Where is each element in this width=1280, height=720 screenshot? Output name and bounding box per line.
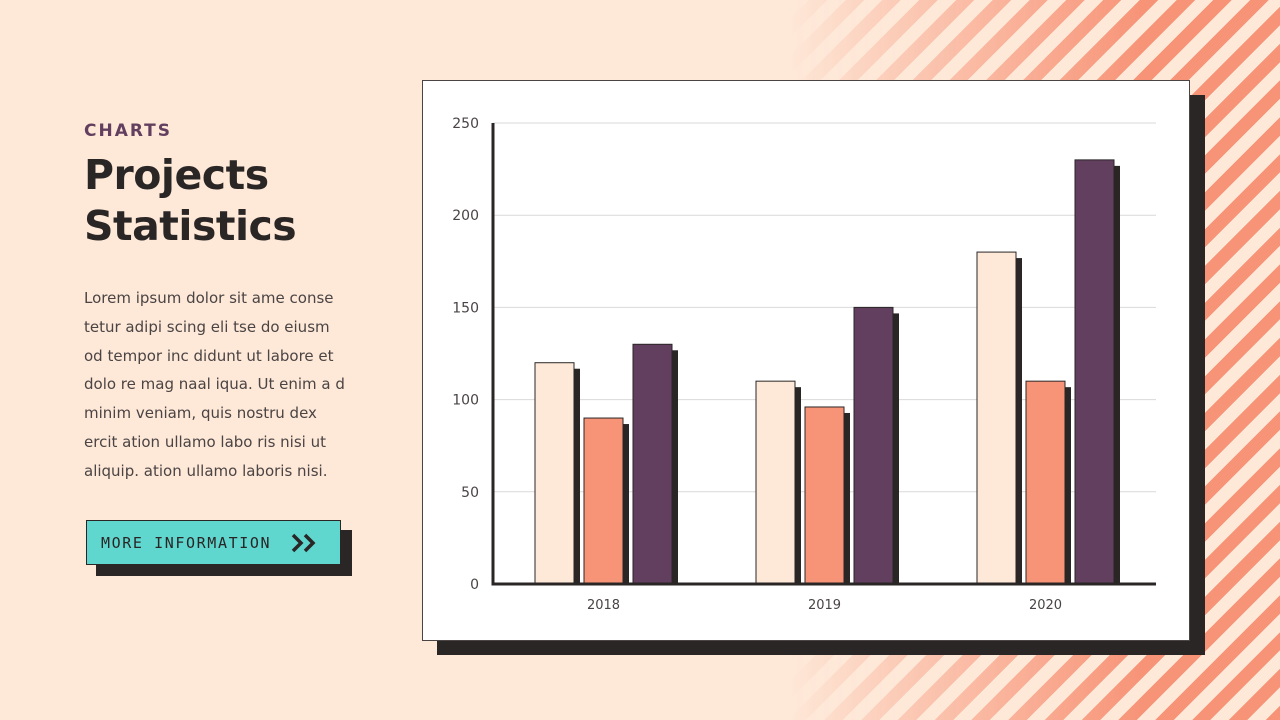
bar-chart: 0 50 100 150 200 250 2018 2019 2020 <box>452 116 1156 613</box>
bar <box>804 406 845 585</box>
bar <box>534 362 575 585</box>
x-tick-label: 2020 <box>1029 598 1062 613</box>
bar <box>632 343 673 585</box>
bar <box>755 380 796 585</box>
y-tick-label: 200 <box>452 208 479 224</box>
page-title-line-2: Statistics <box>84 202 297 250</box>
y-tick-label: 50 <box>461 485 479 501</box>
y-tick-label: 150 <box>452 300 479 316</box>
bar <box>1025 380 1066 585</box>
y-tick-label: 0 <box>470 577 479 593</box>
double-chevron-right-icon <box>291 533 317 557</box>
page-title: Projects Statistics <box>84 150 384 252</box>
bar <box>976 251 1017 585</box>
description-paragraph: Lorem ipsum dolor sit ame conse tetur ad… <box>84 289 345 480</box>
y-tick-label: 250 <box>452 116 479 132</box>
section-eyebrow: CHARTS <box>84 121 173 141</box>
chart-panel: 0 50 100 150 200 250 2018 2019 2020 <box>422 80 1190 641</box>
more-information-button-label: MORE INFORMATION <box>101 534 272 552</box>
bar <box>853 306 894 585</box>
bar <box>583 417 624 585</box>
x-tick-label: 2018 <box>587 598 620 613</box>
y-tick-label: 100 <box>452 393 479 409</box>
page-title-line-1: Projects <box>84 151 269 199</box>
x-tick-label: 2019 <box>808 598 841 613</box>
more-information-button[interactable]: MORE INFORMATION <box>86 520 341 565</box>
bar <box>1074 159 1115 585</box>
